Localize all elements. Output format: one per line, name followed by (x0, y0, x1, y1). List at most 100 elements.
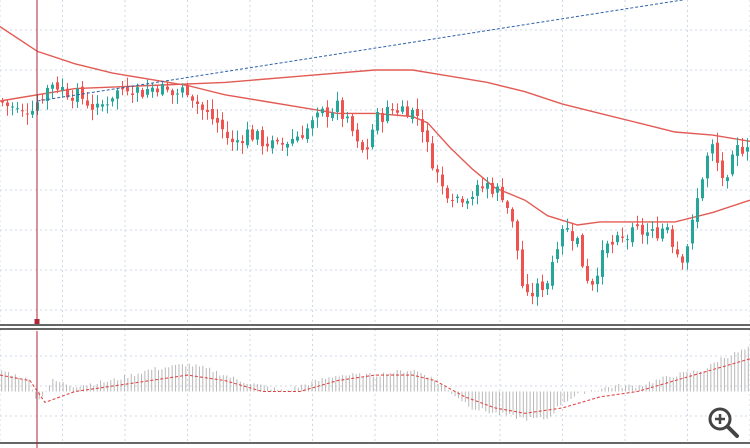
candle-body (51, 84, 54, 89)
candle (71, 90, 74, 109)
candle (336, 91, 339, 121)
candle (1, 97, 4, 107)
candle (231, 130, 234, 151)
candle (541, 274, 544, 298)
candle-body (101, 104, 104, 107)
candle (606, 240, 609, 258)
candle (106, 96, 109, 114)
candle-body (721, 160, 724, 179)
candle (666, 223, 669, 234)
ma-fast-line (0, 26, 750, 226)
candle-body (486, 182, 489, 189)
candle (631, 222, 634, 247)
candle (521, 240, 524, 289)
candle (391, 103, 394, 115)
candle (306, 123, 309, 143)
candle-body (681, 256, 684, 263)
crosshair[interactable] (34, 0, 40, 448)
candle-body (146, 89, 149, 95)
candle-body (671, 229, 674, 247)
signal-line (0, 358, 750, 414)
candle-body (166, 86, 169, 90)
candle (296, 131, 299, 143)
candle-body (266, 143, 269, 147)
candle (91, 94, 94, 121)
candle-body (246, 129, 249, 146)
candle-body (156, 88, 159, 93)
candle-body (216, 117, 219, 123)
candle-body (521, 249, 524, 287)
candle-body (56, 82, 59, 90)
candle-body (381, 112, 384, 122)
candle (16, 102, 19, 113)
candle-body (696, 198, 699, 222)
candle-body (746, 147, 749, 152)
candle-body (111, 98, 114, 102)
candle (171, 88, 174, 104)
candle-body (596, 275, 599, 285)
candle (56, 76, 59, 94)
candle (61, 78, 64, 98)
candle (251, 124, 254, 142)
candle-body (76, 88, 79, 102)
candle (136, 83, 139, 102)
candle-body (131, 93, 134, 95)
candle-body (316, 112, 319, 118)
candle-body (356, 129, 359, 142)
candle-body (561, 229, 564, 247)
candle (221, 112, 224, 139)
candle-body (26, 113, 29, 115)
candle (481, 177, 484, 193)
candle (441, 166, 444, 195)
candle-body (276, 139, 279, 142)
zoom-in-icon[interactable] (706, 405, 740, 439)
candle-body (301, 135, 304, 138)
candle (711, 139, 714, 162)
candle (686, 243, 689, 270)
candle-body (606, 243, 609, 254)
candle (566, 218, 569, 233)
candle-body (471, 196, 474, 200)
candle (636, 215, 639, 230)
candle-body (21, 110, 24, 112)
candle (76, 83, 79, 109)
candle-body (426, 130, 429, 143)
candle (151, 83, 154, 98)
candle (691, 214, 694, 250)
candle (41, 93, 44, 104)
candle (66, 82, 69, 100)
candle (466, 198, 469, 210)
crosshair-marker (34, 319, 40, 324)
candle (181, 83, 184, 98)
candle-body (221, 119, 224, 130)
candle-body (436, 169, 439, 173)
candle (406, 100, 409, 119)
candle (571, 222, 574, 251)
candle-body (461, 198, 464, 203)
candle-body (326, 107, 329, 118)
candle-body (726, 177, 729, 182)
candle-body (421, 119, 424, 132)
candle-body (391, 109, 394, 111)
candle (191, 94, 194, 108)
candle-body (271, 140, 274, 149)
candle-body (591, 281, 594, 285)
candle-body (506, 201, 509, 208)
candle (131, 85, 134, 103)
candle (226, 121, 229, 145)
candle-body (661, 228, 664, 239)
candle (361, 139, 364, 153)
candle (246, 121, 249, 149)
candle (661, 223, 664, 242)
candle (461, 195, 464, 208)
candle-body (551, 261, 554, 286)
candle (486, 177, 489, 199)
candle-body (256, 131, 259, 140)
candle-body (286, 143, 289, 148)
candle-body (601, 250, 604, 277)
candle-body (536, 283, 539, 297)
candle (696, 188, 699, 229)
candle-body (616, 235, 619, 243)
candle (741, 137, 744, 157)
candle-body (241, 141, 244, 144)
